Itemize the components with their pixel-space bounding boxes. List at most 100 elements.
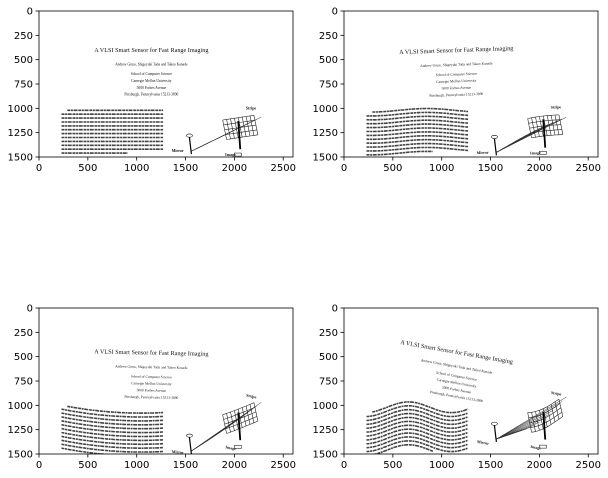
abstract-line — [372, 107, 469, 113]
x-tick-label: 0 — [341, 460, 347, 471]
x-tick-label: 500 — [383, 163, 402, 174]
grid-line — [222, 119, 227, 140]
doc-title: A VLSI Smart Sensor for Fast Range Imagi… — [399, 45, 513, 56]
y-tick-label: 1000 — [313, 104, 338, 115]
abstract-line — [366, 436, 469, 449]
y-tick-label: 1000 — [8, 104, 33, 115]
abstract-line — [61, 412, 164, 422]
mirror-mark — [188, 137, 192, 155]
x-tick-label: 2000 — [222, 460, 247, 471]
mirror-rotation — [491, 135, 498, 139]
abstract-line — [366, 111, 469, 117]
doc-authors: Andrew Gruss, Shigeyuki Tada and Takeo K… — [420, 61, 493, 69]
x-tick-label: 1000 — [429, 460, 454, 471]
y-tick-label: 1000 — [8, 401, 33, 412]
y-tick-label: 250 — [14, 31, 33, 42]
grid-line — [249, 115, 255, 136]
label-stripe: Stripe — [551, 104, 562, 109]
grid-line — [550, 404, 556, 422]
abstract-line — [366, 420, 469, 433]
light-ray — [191, 402, 262, 452]
abstract-line — [61, 427, 164, 438]
abstract-line — [366, 405, 469, 418]
light-ray — [496, 396, 567, 440]
label-image: Image — [530, 150, 541, 155]
panel-bottom-left: A VLSI Smart Sensor for Fast Range Imagi… — [8, 304, 296, 472]
image-plane — [234, 445, 242, 449]
abstract-line — [366, 440, 469, 453]
abstract-line — [61, 439, 164, 449]
grid-line — [554, 114, 560, 135]
x-tick-label: 2500 — [271, 163, 296, 174]
x-tick-label: 1000 — [124, 460, 149, 471]
abstract-line — [366, 412, 469, 426]
abstract-line — [366, 142, 469, 148]
label-stripe: Stripe — [246, 105, 257, 110]
doc-affiliation-line: 5000 Forbes Avenue — [137, 86, 167, 90]
grid-line — [543, 408, 548, 427]
y-tick-label: 750 — [14, 80, 33, 91]
grid-line — [226, 413, 231, 433]
doc-affiliation-line: Pittsburgh, Pennsylvania 15213-3890 — [429, 92, 483, 99]
abstract-text — [61, 405, 164, 454]
image-background — [39, 308, 293, 454]
abstract-line — [366, 428, 469, 441]
abstract-line — [372, 444, 434, 454]
mirror-rotation — [186, 433, 193, 438]
abstract-line — [366, 131, 469, 137]
grid-line — [238, 409, 243, 428]
y-tick-label: 1250 — [8, 128, 33, 139]
y-tick-label: 500 — [14, 352, 33, 363]
y-tick-label: 500 — [14, 55, 33, 66]
grid-line — [550, 115, 556, 136]
abstract-line — [366, 135, 469, 141]
grid-line — [535, 411, 540, 431]
x-tick-label: 1000 — [429, 163, 454, 174]
x-tick-label: 2500 — [576, 460, 601, 471]
y-tick-label: 0 — [27, 7, 33, 18]
y-tick-label: 250 — [319, 328, 338, 339]
doc-affiliation-line: 5000 Forbes Avenue — [442, 86, 472, 91]
y-tick-label: 1000 — [313, 401, 338, 412]
stripe-beam — [542, 411, 547, 440]
y-tick-label: 0 — [332, 304, 338, 315]
grid-line — [531, 412, 536, 432]
grid-line — [222, 414, 227, 434]
abstract-text — [366, 107, 469, 156]
doc-affiliation-line: School of Computer Science — [436, 371, 478, 382]
stripe-beam — [237, 120, 242, 150]
x-tick-label: 2500 — [271, 460, 296, 471]
abstract-line — [366, 408, 469, 422]
light-ray — [191, 116, 262, 152]
doc-affiliation-line: Carnegie Mellon University — [436, 378, 477, 389]
label-stripe: Stripe — [551, 390, 562, 397]
x-tick-label: 1500 — [478, 460, 503, 471]
sensor-diagram — [186, 115, 262, 157]
mirror-rotation — [491, 421, 498, 426]
image-background — [39, 11, 293, 157]
grid-line — [543, 115, 548, 136]
doc-affiliation-line: Carnegie Mellon University — [131, 381, 172, 386]
grid-line — [558, 399, 564, 417]
grid-line — [241, 117, 247, 137]
y-tick-label: 1500 — [8, 450, 33, 461]
x-tick-label: 0 — [36, 163, 42, 174]
doc-affiliation-line: School of Computer Science — [131, 375, 173, 380]
grid-line — [531, 117, 536, 138]
abstract-line — [61, 408, 164, 418]
x-tick-label: 500 — [78, 460, 97, 471]
x-tick-label: 1500 — [173, 460, 198, 471]
grid-line — [539, 410, 544, 429]
y-tick-label: 1250 — [8, 425, 33, 436]
abstract-line — [61, 423, 164, 434]
label-image: Image — [225, 152, 236, 157]
grid-line — [527, 412, 532, 433]
doc-affiliation-line: Carnegie Mellon University — [131, 79, 172, 83]
mirror-mark — [493, 425, 497, 443]
mirror-mark — [188, 437, 192, 454]
y-tick-label: 1500 — [313, 153, 338, 164]
abstract-text — [366, 401, 469, 454]
abstract-line — [366, 123, 469, 129]
label-stripe: Stripe — [246, 392, 258, 399]
abstract-line — [61, 431, 164, 442]
